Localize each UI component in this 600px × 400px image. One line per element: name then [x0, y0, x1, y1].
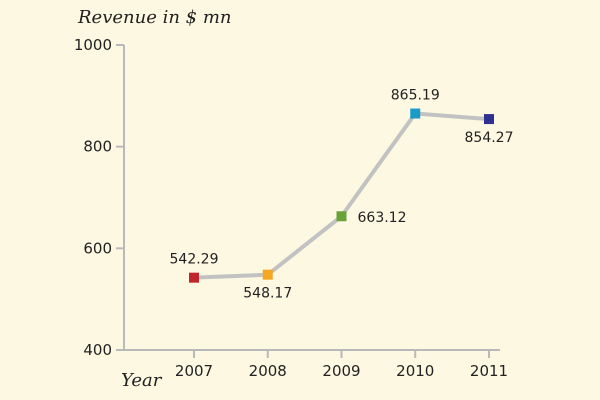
data-point-marker [336, 211, 347, 222]
x-tick-label: 2010 [396, 362, 434, 380]
y-tick-label: 400 [83, 341, 112, 359]
data-label: 865.19 [391, 88, 440, 104]
y-tick-label: 600 [83, 239, 112, 257]
data-point-marker [262, 269, 273, 280]
series [189, 108, 494, 283]
axes: 400 600 800 1000 2007 2008 2009 2010 2011 [74, 36, 508, 380]
series-line [192, 111, 491, 280]
data-label: 542.29 [170, 252, 219, 268]
x-tick-label: 2009 [322, 362, 360, 380]
y-axis-title: Revenue in $ mn [77, 7, 232, 28]
data-point-marker [484, 114, 494, 125]
labels: 542.29 548.17 663.12 865.19 854.27 [170, 88, 514, 302]
x-tick-label: 2008 [249, 362, 287, 380]
data-label: 548.17 [243, 286, 292, 302]
data-label: 663.12 [358, 210, 407, 226]
y-tick-label: 1000 [74, 36, 112, 54]
x-tick-label: 2011 [470, 362, 508, 380]
data-point-marker [189, 272, 199, 283]
data-label: 854.27 [465, 130, 514, 146]
y-tick-label: 800 [83, 138, 112, 156]
x-axis-title: Year [121, 370, 163, 391]
x-tick-label: 2007 [175, 362, 213, 380]
data-point-marker [410, 108, 421, 119]
